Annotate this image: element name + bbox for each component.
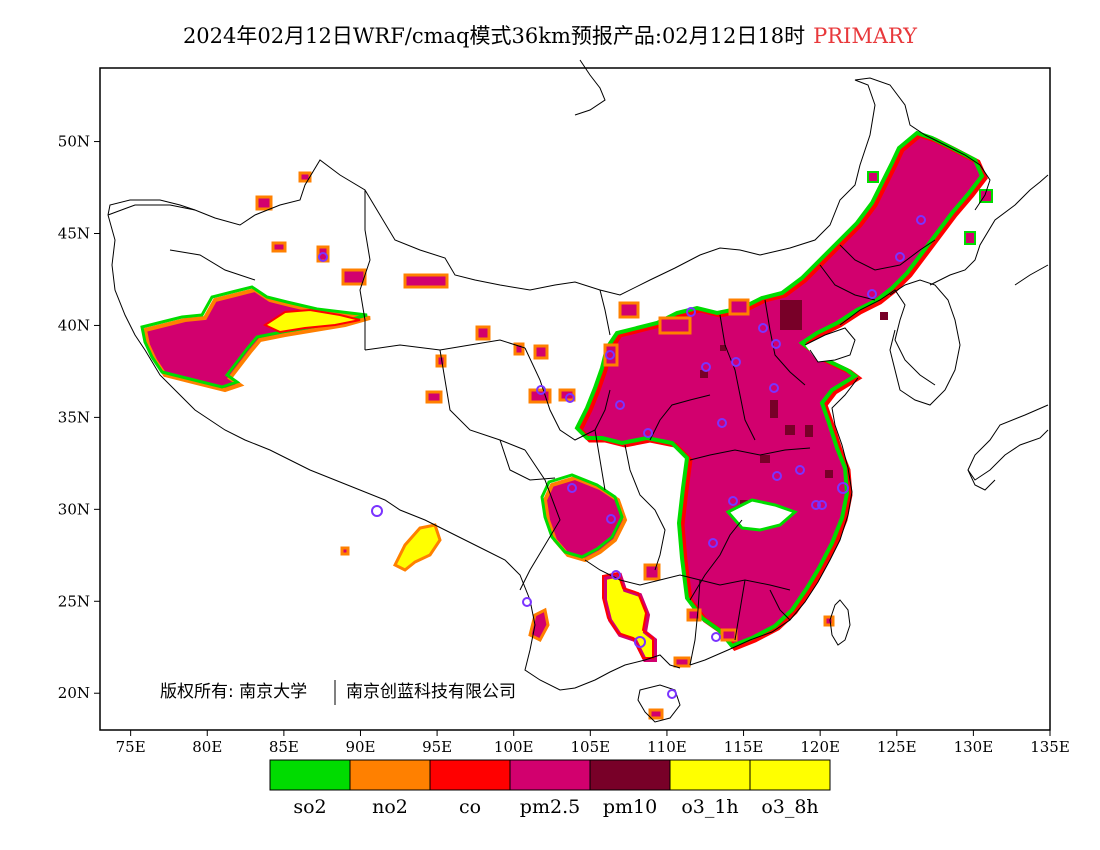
x-tick-label: 130E	[954, 738, 994, 756]
y-tick-label: 40N	[58, 316, 90, 334]
region-xinjiang-o3	[262, 308, 361, 334]
legend-label: co	[459, 796, 481, 818]
pollution-layer	[140, 130, 993, 720]
x-tick-label: 95E	[422, 738, 452, 756]
region-east-china	[576, 132, 988, 652]
copyright-text-2: 南京创蓝科技有限公司	[346, 682, 516, 702]
y-tick-label: 50N	[58, 133, 90, 151]
x-tick-label: 115E	[724, 738, 764, 756]
x-tick-label: 120E	[800, 738, 840, 756]
x-tick-label: 105E	[571, 738, 611, 756]
x-tick-label: 100E	[494, 738, 534, 756]
y-axis: 20N 25N 30N 35N 40N 45N 50N	[58, 133, 100, 702]
legend: so2 no2 co pm2.5 pm10 o3_1h o3_8h	[269, 759, 831, 818]
legend-label: no2	[372, 796, 408, 818]
map-title: 2024年02月12日WRF/cmaq模式36km预报产品:02月12日18时 P…	[0, 20, 1100, 50]
x-tick-label: 135E	[1030, 738, 1070, 756]
region-guangxi	[603, 572, 657, 662]
copyright-text: 版权所有: 南京大学	[160, 682, 307, 702]
title-tag: PRIMARY	[813, 24, 918, 48]
y-tick-label: 35N	[58, 408, 90, 426]
x-tick-label: 90E	[345, 738, 375, 756]
legend-label: pm10	[603, 796, 657, 818]
legend-label: so2	[293, 796, 326, 818]
legend-swatch-so2	[269, 759, 351, 791]
region-sichuan	[542, 475, 628, 563]
y-tick-label: 45N	[58, 225, 90, 243]
title-text: 2024年02月12日WRF/cmaq模式36km预报产品:02月12日18时	[182, 24, 806, 48]
y-tick-label: 20N	[58, 684, 90, 702]
legend-swatch-co	[429, 759, 511, 791]
x-tick-label: 110E	[647, 738, 687, 756]
legend-swatch-o3-8h	[749, 759, 831, 791]
y-tick-label: 30N	[58, 500, 90, 518]
legend-label: o3_1h	[681, 796, 738, 818]
x-tick-label: 75E	[116, 738, 146, 756]
x-tick-label: 85E	[269, 738, 299, 756]
city-markers	[318, 215, 926, 699]
y-tick-label: 25N	[58, 592, 90, 610]
x-tick-label: 125E	[877, 738, 917, 756]
legend-label: pm2.5	[520, 796, 580, 818]
map-frame	[99, 67, 1051, 731]
legend-label: o3_8h	[761, 796, 818, 818]
legend-swatch-no2	[349, 759, 431, 791]
region-tibet-o3	[392, 523, 442, 572]
x-tick-label: 80E	[192, 738, 222, 756]
x-axis: 75E 80E 85E 90E 95E 100E 105E 110E 115E 120E 125E 1…	[116, 730, 1070, 756]
legend-swatch-o3-1h	[669, 759, 751, 791]
legend-swatch-pm2-5	[509, 759, 591, 791]
legend-swatch-pm10	[589, 759, 671, 791]
